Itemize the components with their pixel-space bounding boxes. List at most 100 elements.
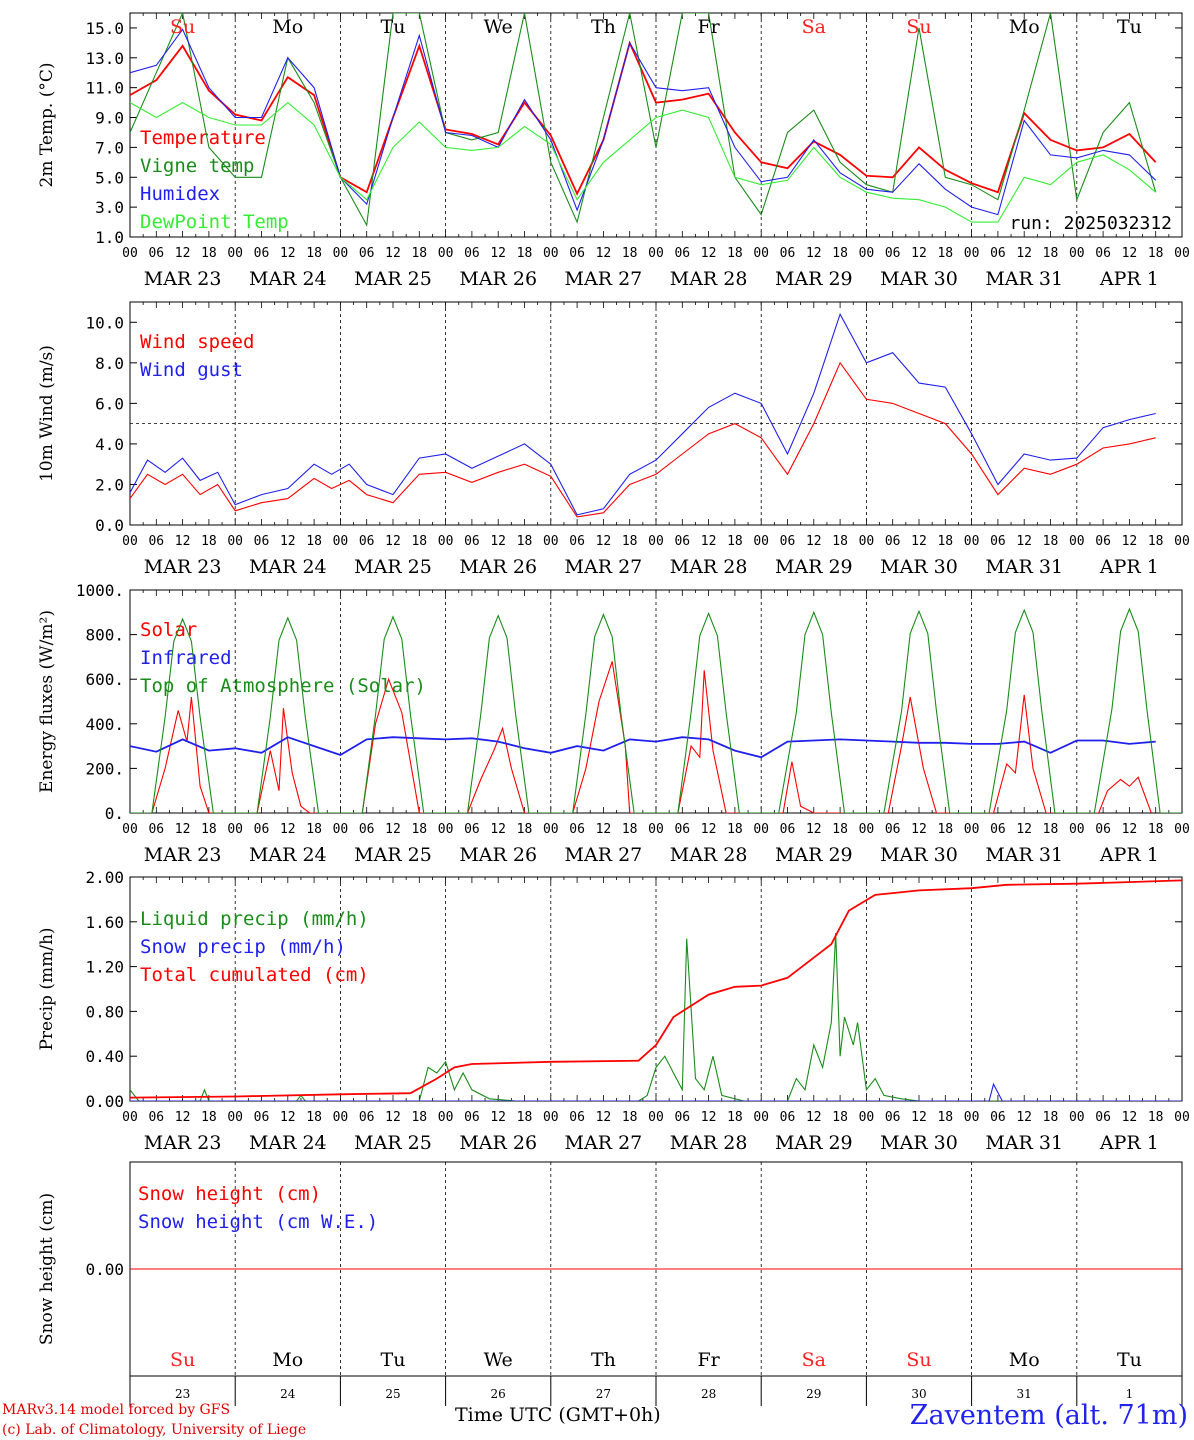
weekday-label: Mo xyxy=(272,16,303,38)
y-tick-label: 400. xyxy=(85,715,124,734)
legend-entry: Snow height (cm W.E.) xyxy=(138,1211,378,1233)
date-label: MAR 26 xyxy=(459,556,537,578)
hour-tick-label: 18 xyxy=(937,246,953,261)
legend-entry: Vigne temp xyxy=(140,155,254,177)
hour-tick-label: 18 xyxy=(622,1110,638,1125)
hour-tick-label: 18 xyxy=(832,822,848,837)
day-number-label: 31 xyxy=(1017,1387,1032,1401)
hour-tick-label: 12 xyxy=(806,1110,822,1125)
y-tick-label: 11.0 xyxy=(85,79,124,98)
hour-tick-label: 18 xyxy=(1148,534,1164,549)
weekday-label: Sa xyxy=(802,1349,826,1371)
date-label: MAR 30 xyxy=(880,556,958,578)
hour-tick-label: 00 xyxy=(543,822,559,837)
panel-1: 1.0 3.0 5.0 7.0 9.0 11.0 13.0 15.0 2m Temp. (°C)… xyxy=(37,12,1190,290)
hour-tick-label: 00 xyxy=(333,1110,349,1125)
y-tick-label: 0.00 xyxy=(85,1092,124,1111)
hour-tick-label: 18 xyxy=(201,246,217,261)
panel-2: 0.0 2.0 4.0 6.0 8.0 10.0 10m Wind (m/s) Wind sp… xyxy=(37,301,1190,578)
weekday-label: We xyxy=(484,1349,513,1371)
hour-tick-label: 00 xyxy=(859,1110,875,1125)
hour-tick-label: 12 xyxy=(911,534,927,549)
date-label: MAR 28 xyxy=(670,268,748,290)
hour-tick-label: 06 xyxy=(569,534,585,549)
date-label: MAR 23 xyxy=(144,844,222,866)
hour-tick-label: 00 xyxy=(753,822,769,837)
hour-tick-label: 06 xyxy=(148,822,164,837)
hour-tick-label: 12 xyxy=(175,1110,191,1125)
hour-tick-label: 06 xyxy=(359,822,375,837)
legend-entry: Snow height (cm) xyxy=(138,1183,321,1205)
date-label: MAR 30 xyxy=(880,268,958,290)
hour-tick-label: 06 xyxy=(569,1110,585,1125)
hour-tick-label: 18 xyxy=(622,246,638,261)
hour-tick-label: 00 xyxy=(1069,822,1085,837)
date-label: MAR 23 xyxy=(144,268,222,290)
hour-tick-label: 06 xyxy=(569,246,585,261)
hour-tick-label: 12 xyxy=(385,1110,401,1125)
hour-tick-label: 06 xyxy=(885,534,901,549)
y-tick-label: 800. xyxy=(85,626,124,645)
series-line-2 xyxy=(130,13,1157,227)
panel-frame xyxy=(129,301,1183,526)
weekday-label: Tu xyxy=(381,16,406,38)
date-label: MAR 27 xyxy=(565,268,643,290)
run-annotation: run: 2025032312 xyxy=(1009,213,1172,234)
date-label: MAR 24 xyxy=(249,268,327,290)
hour-tick-label: 18 xyxy=(201,1110,217,1125)
weekday-label: Tu xyxy=(1117,1349,1142,1371)
y-tick-label: 6.0 xyxy=(95,394,124,413)
day-number-label: 1 xyxy=(1126,1387,1134,1401)
date-label: MAR 30 xyxy=(880,844,958,866)
day-number-label: 30 xyxy=(911,1387,926,1401)
hour-tick-label: 18 xyxy=(937,1110,953,1125)
hour-tick-label: 12 xyxy=(385,534,401,549)
y-tick-label: 200. xyxy=(85,759,124,778)
hour-tick-label: 12 xyxy=(911,1110,927,1125)
legend-entry: Wind gust xyxy=(140,359,243,381)
hour-tick-label: 00 xyxy=(227,1110,243,1125)
hour-tick-label: 06 xyxy=(254,246,270,261)
weekday-label: Fr xyxy=(697,1349,720,1371)
hour-tick-label: 12 xyxy=(280,822,296,837)
hour-tick-label: 18 xyxy=(1148,1110,1164,1125)
hour-tick-label: 00 xyxy=(859,534,875,549)
legend-entry: DewPoint Temp xyxy=(140,211,289,233)
hour-tick-label: 12 xyxy=(175,822,191,837)
hour-tick-label: 00 xyxy=(543,246,559,261)
hour-tick-label: 06 xyxy=(990,246,1006,261)
hour-tick-label: 06 xyxy=(464,534,480,549)
hour-tick-label: 18 xyxy=(411,1110,427,1125)
legend-entry: Wind speed xyxy=(140,331,254,353)
hour-tick-label: 18 xyxy=(1043,534,1059,549)
hour-tick-label: 00 xyxy=(648,822,664,837)
y-tick-label: 0.00 xyxy=(85,1260,124,1279)
hour-tick-label: 00 xyxy=(1174,1110,1190,1125)
day-number-label: 24 xyxy=(280,1387,296,1401)
hour-tick-label: 06 xyxy=(464,822,480,837)
panel-4: 0.00 0.40 0.80 1.20 1.60 2.00 Precip (mm/h) Liq… xyxy=(37,868,1190,1154)
hour-tick-label: 18 xyxy=(517,1110,533,1125)
hour-tick-label: 00 xyxy=(122,1110,138,1125)
hour-tick-label: 12 xyxy=(806,246,822,261)
y-tick-label: 7.0 xyxy=(95,138,124,157)
series-line-3 xyxy=(130,28,1157,216)
hour-tick-label: 12 xyxy=(1016,822,1032,837)
hour-tick-label: 12 xyxy=(701,822,717,837)
hour-tick-label: 00 xyxy=(859,246,875,261)
hour-tick-label: 18 xyxy=(306,1110,322,1125)
day-number-label: 23 xyxy=(175,1387,190,1401)
hour-tick-label: 18 xyxy=(1043,822,1059,837)
hour-tick-label: 06 xyxy=(885,822,901,837)
weekday-label: Mo xyxy=(1009,16,1040,38)
hour-tick-label: 06 xyxy=(1095,246,1111,261)
hour-tick-label: 18 xyxy=(517,822,533,837)
footer-credits: MARv3.14 model forced by GFS (c) Lab. of… xyxy=(2,1400,306,1440)
hour-tick-label: 18 xyxy=(1148,246,1164,261)
hour-tick-label: 00 xyxy=(1174,246,1190,261)
hour-tick-label: 18 xyxy=(411,822,427,837)
hour-tick-label: 18 xyxy=(201,822,217,837)
weekday-label: Tu xyxy=(1117,16,1142,38)
date-label: MAR 30 xyxy=(880,1132,958,1154)
